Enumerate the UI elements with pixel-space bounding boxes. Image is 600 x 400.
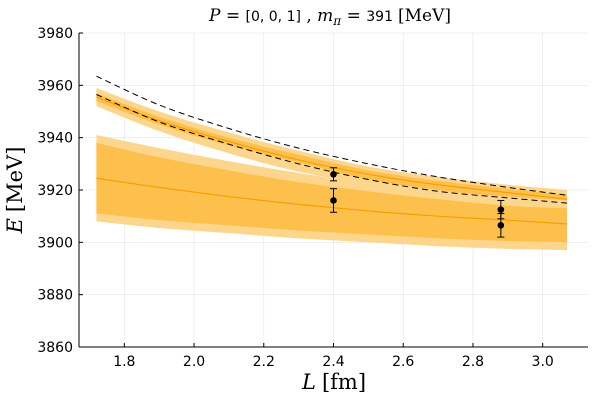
y-axis-unit: [MeV]: [3, 147, 27, 212]
x-ticks: 1.8 2.0 2.2 2.4 2.6 2.8 3.0: [113, 343, 554, 370]
x-axis-unit: [fm]: [322, 370, 366, 394]
y-tick-label-3: 3920: [37, 183, 73, 199]
title-separator: ,: [301, 6, 317, 26]
y-tick-label-1: 3880: [37, 288, 73, 304]
data-points-layer: [330, 167, 505, 238]
title-m-label: m: [317, 6, 333, 26]
x-tick-label-2: 2.2: [253, 354, 275, 370]
x-axis-label: L [fm]: [301, 370, 366, 394]
y-axis-var: E: [3, 218, 27, 234]
y-axis-label: E [MeV]: [3, 147, 27, 235]
title-m-value: 391: [366, 9, 393, 25]
x-axis-var: L: [301, 370, 316, 394]
band-inner-0: [96, 93, 568, 205]
y-tick-label-6: 3980: [37, 26, 73, 42]
data-point-2: [497, 206, 505, 213]
dashed-lines-layer: [96, 75, 568, 204]
x-tick-label-4: 2.6: [392, 354, 414, 370]
y-tick-label-2: 3900: [37, 235, 73, 251]
y-ticks: 3860 3880 3900 3920 3940 3960 3980: [37, 26, 83, 356]
band-outer-0: [96, 87, 568, 210]
y-tick-label-0: 3860: [37, 340, 73, 356]
band-central-line-0: [96, 96, 568, 200]
x-tick-label-0: 1.8: [113, 354, 135, 370]
x-tick-label-1: 2.0: [183, 354, 205, 370]
data-point-1: [330, 197, 337, 204]
x-tick-label-6: 3.0: [532, 354, 554, 370]
title-eq-1: =: [220, 6, 245, 26]
y-tick-label-5: 3960: [37, 78, 73, 94]
chart-title: P = [0, 0, 1] , mπ = 391 [MeV]: [208, 6, 451, 28]
title-m-subscript: π: [332, 14, 342, 28]
data-point-0: [330, 171, 337, 178]
title-p-label: P: [208, 6, 221, 26]
dashed-line-0: [96, 75, 568, 196]
bands-layer: [96, 87, 568, 251]
data-point-3: [497, 222, 505, 229]
y-tick-label-4: 3940: [37, 131, 73, 147]
title-p-value: [0, 0, 1]: [246, 9, 301, 25]
title-eq-2: =: [341, 6, 366, 26]
dashed-line-1: [96, 94, 568, 204]
band-inner-1: [96, 142, 568, 243]
x-tick-label-5: 2.8: [462, 354, 484, 370]
title-unit: [MeV]: [398, 6, 451, 26]
x-tick-label-3: 2.4: [322, 354, 344, 370]
